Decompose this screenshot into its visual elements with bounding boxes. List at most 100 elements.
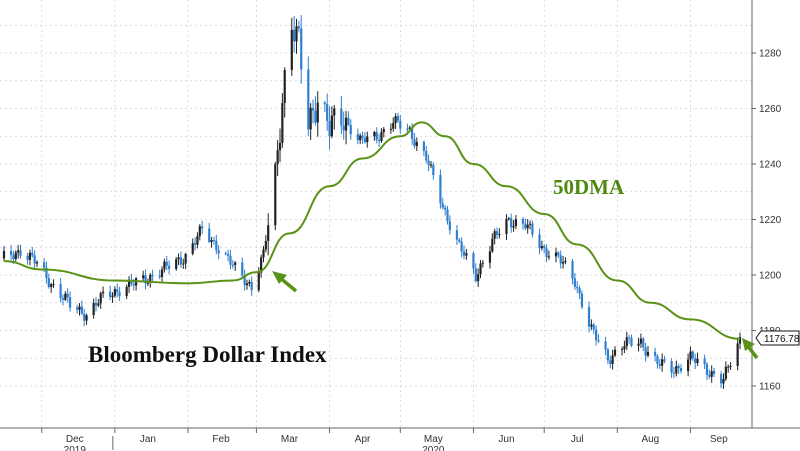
price-candle	[359, 133, 362, 144]
price-candle	[212, 236, 216, 245]
price-candle	[557, 251, 560, 258]
price-candle	[316, 91, 319, 137]
price-candle	[19, 244, 22, 259]
price-candle	[342, 111, 345, 140]
price-candle	[201, 220, 204, 235]
price-candle	[708, 369, 711, 379]
price-candle	[293, 15, 296, 53]
price-candle	[323, 100, 326, 112]
price-candle	[561, 255, 565, 269]
ma-label-group: 50DMA	[553, 175, 625, 199]
price-candle	[111, 292, 114, 303]
price-candle	[694, 353, 697, 369]
price-candle	[604, 336, 607, 356]
price-candle	[477, 268, 480, 287]
price-candle	[276, 140, 279, 177]
price-candle	[215, 234, 218, 255]
price-candle	[245, 279, 249, 290]
x-tick-label: Aug	[641, 434, 659, 445]
price-candle	[290, 17, 293, 76]
price-candle	[661, 353, 664, 372]
x-year-label: 2020	[422, 445, 445, 451]
price-candle	[576, 281, 579, 294]
price-candle	[620, 346, 624, 356]
price-candle	[179, 251, 183, 268]
price-candle	[382, 126, 385, 138]
price-candle	[264, 234, 267, 253]
price-candle	[52, 279, 55, 288]
price-candle	[333, 105, 336, 130]
price-candle	[85, 313, 88, 325]
price-candle	[505, 214, 508, 240]
price-candle	[656, 354, 659, 369]
price-candle	[2, 246, 6, 262]
price-candle	[495, 227, 499, 240]
price-candle	[521, 217, 525, 230]
price-candle	[399, 114, 402, 134]
price-candle	[545, 244, 548, 263]
price-candle	[738, 332, 742, 350]
price-candle	[208, 222, 211, 244]
price-candle	[590, 319, 593, 330]
price-candle	[498, 228, 501, 239]
ma-label: 50DMA	[553, 175, 625, 199]
price-candle	[278, 128, 282, 163]
last-value-label: 1176.78	[764, 334, 800, 345]
price-candle	[444, 204, 447, 216]
price-candle	[78, 303, 81, 316]
price-candle	[510, 213, 513, 233]
price-candle	[241, 257, 244, 278]
price-candle	[736, 337, 739, 371]
price-candle	[267, 213, 270, 256]
price-candle	[491, 233, 494, 253]
price-candle	[512, 219, 515, 232]
price-candle	[710, 365, 713, 383]
price-candle	[597, 334, 600, 344]
chart-title: Bloomberg Dollar Index	[88, 342, 327, 367]
price-candle	[328, 106, 331, 150]
price-candle	[234, 261, 237, 271]
price-candle	[35, 260, 39, 267]
price-candle	[28, 249, 32, 266]
y-tick-label: 1160	[759, 382, 781, 393]
price-candle	[229, 249, 232, 270]
price-candle	[210, 237, 213, 248]
price-candle	[507, 216, 510, 221]
price-candle	[66, 288, 69, 303]
x-tick-label: Sep	[710, 434, 728, 445]
price-candle	[394, 113, 397, 130]
price-candle	[182, 258, 185, 269]
price-candle	[587, 301, 591, 333]
price-candle	[175, 256, 178, 271]
price-candle	[177, 253, 180, 266]
price-candle	[231, 260, 234, 269]
price-candle	[163, 258, 166, 273]
price-candle	[366, 131, 369, 148]
price-candle	[465, 248, 468, 260]
price-candle	[524, 218, 527, 231]
price-candle	[679, 364, 683, 374]
price-candle	[101, 286, 105, 298]
price-candle	[448, 215, 451, 235]
price-candle	[639, 333, 643, 348]
x-tick-label: Feb	[212, 434, 230, 445]
price-candles	[2, 15, 742, 389]
price-candle	[691, 350, 694, 361]
price-candle	[80, 300, 83, 316]
x-year-label: 2019	[64, 445, 87, 451]
x-tick-label: Jun	[498, 434, 514, 445]
price-candle	[83, 308, 86, 327]
price-candle	[380, 128, 383, 143]
price-candle	[460, 237, 463, 258]
price-candle	[373, 130, 376, 141]
price-candle	[227, 249, 230, 262]
price-candle	[158, 269, 161, 280]
price-candle	[479, 260, 482, 279]
price-candle	[340, 96, 343, 135]
x-tick-label: Apr	[355, 434, 371, 445]
price-candle	[217, 245, 220, 260]
price-candle	[224, 251, 227, 256]
price-candle	[493, 228, 496, 245]
price-candle	[26, 252, 29, 265]
price-candle	[94, 296, 98, 312]
